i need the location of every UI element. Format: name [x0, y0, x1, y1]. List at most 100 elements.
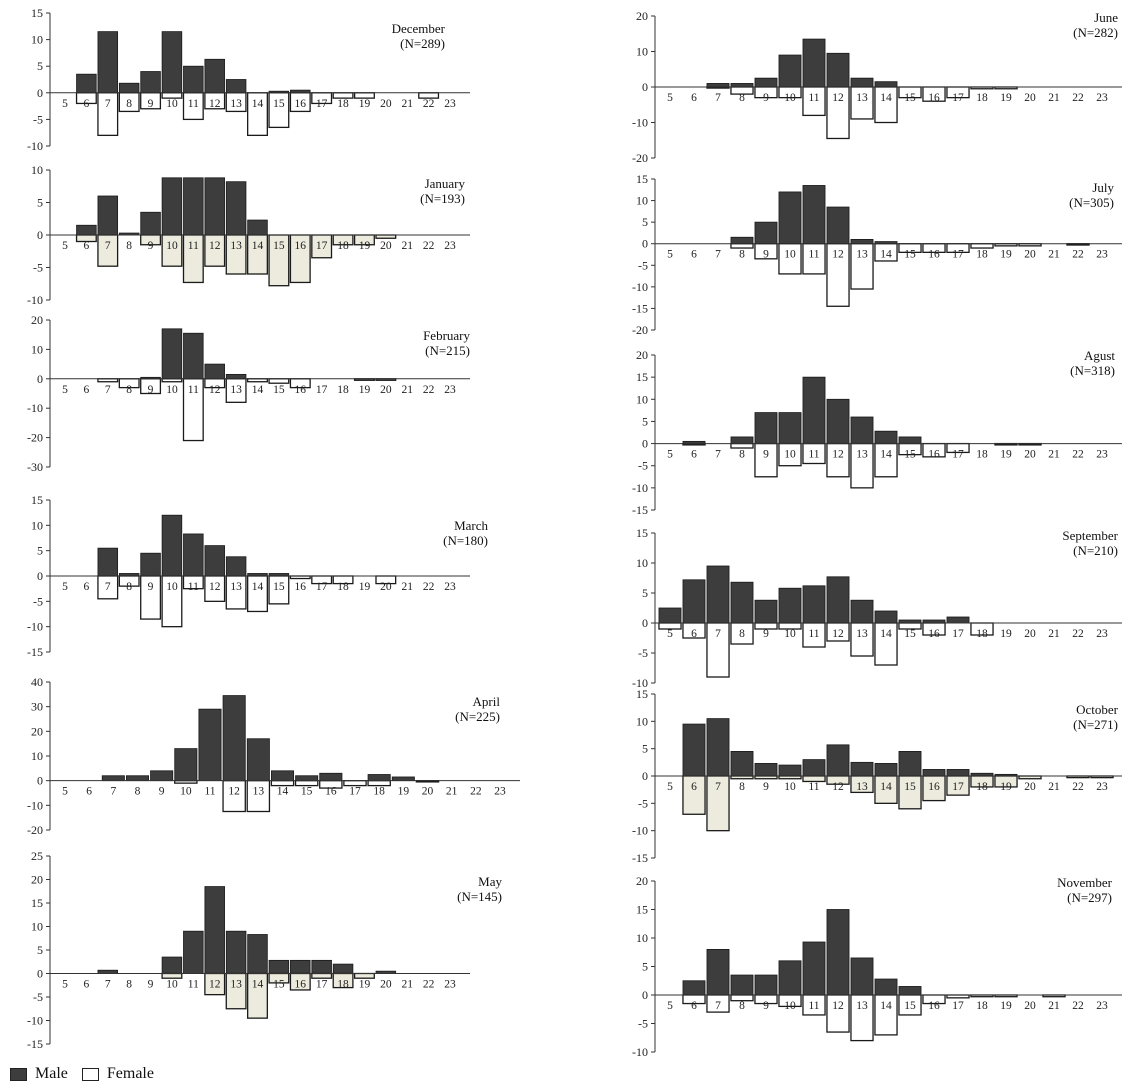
x-tick-label: 8	[739, 249, 745, 261]
y-tick-label: 5	[642, 586, 648, 600]
panel-n-label: (N=180)	[443, 533, 488, 548]
x-tick-label: 23	[444, 581, 456, 593]
x-tick-label: 10	[784, 1000, 796, 1012]
y-tick-label: -10	[27, 293, 43, 307]
y-tick-label: 0	[37, 228, 43, 242]
x-tick-label: 9	[148, 384, 154, 396]
x-tick-label: 23	[444, 979, 456, 991]
y-tick-label: 30	[31, 700, 43, 714]
x-tick-label: 10	[166, 384, 178, 396]
male-bar	[826, 576, 850, 624]
male-bar	[874, 763, 898, 777]
x-tick-label: 12	[209, 979, 221, 991]
x-tick-label: 20	[380, 98, 392, 110]
x-tick-label: 6	[691, 1000, 697, 1012]
x-tick-label: 21	[1048, 92, 1060, 104]
x-tick-label: 13	[230, 979, 242, 991]
male-bar	[754, 221, 778, 245]
x-tick-label: 7	[715, 449, 721, 461]
x-tick-label: 19	[359, 384, 371, 396]
male-bar	[922, 769, 946, 777]
panel-title: October	[1076, 702, 1119, 717]
x-tick-label: 14	[880, 249, 892, 261]
x-tick-label: 23	[444, 384, 456, 396]
y-tick-label: -30	[27, 460, 43, 474]
y-tick-label: -10	[632, 280, 648, 294]
panel-title: February	[423, 328, 470, 343]
x-tick-label: 10	[166, 581, 178, 593]
x-tick-label: 13	[856, 628, 868, 640]
x-tick-label: 12	[209, 384, 221, 396]
x-tick-label: 18	[976, 92, 988, 104]
y-tick-label: -15	[632, 503, 648, 517]
x-tick-label: 19	[359, 581, 371, 593]
x-tick-label: 7	[105, 384, 111, 396]
male-bar	[706, 949, 730, 996]
x-tick-label: 22	[1072, 92, 1084, 104]
x-tick-label: 6	[84, 240, 90, 252]
x-tick-label: 13	[253, 786, 265, 798]
y-tick-label: 10	[31, 33, 43, 47]
male-bar	[730, 974, 754, 996]
x-tick-label: 23	[1096, 1000, 1108, 1012]
panel-n-label: (N=289)	[400, 36, 445, 51]
x-tick-label: 8	[739, 1000, 745, 1012]
x-tick-label: 14	[252, 581, 264, 593]
x-tick-label: 19	[1000, 249, 1012, 261]
x-tick-label: 5	[667, 781, 673, 793]
panel-title: September	[1062, 528, 1118, 543]
x-tick-label: 14	[880, 628, 892, 640]
panel-n-label: (N=271)	[1073, 717, 1118, 732]
x-tick-label: 18	[337, 98, 349, 110]
y-tick-label: 0	[642, 988, 648, 1002]
male-bar	[754, 974, 778, 996]
x-tick-label: 19	[1000, 1000, 1012, 1012]
x-tick-label: 17	[952, 249, 964, 261]
x-tick-label: 20	[380, 581, 392, 593]
x-tick-label: 22	[423, 98, 435, 110]
x-tick-label: 22	[470, 786, 482, 798]
male-bar	[898, 986, 922, 996]
panel-n-label: (N=225)	[455, 709, 500, 724]
male-bar	[850, 77, 874, 88]
panel-title: November	[1057, 875, 1113, 890]
legend: Male Female	[10, 1064, 168, 1084]
y-tick-label: 15	[31, 896, 43, 910]
x-tick-label: 18	[373, 786, 385, 798]
x-tick-label: 6	[691, 92, 697, 104]
x-tick-label: 13	[856, 781, 868, 793]
x-tick-label: 23	[444, 240, 456, 252]
x-tick-label: 13	[230, 384, 242, 396]
x-tick-label: 7	[715, 781, 721, 793]
male-bar	[658, 607, 682, 624]
male-bar	[183, 65, 204, 94]
male-bar	[802, 759, 826, 777]
chart-panel-may: 25 20 15 10 5 0 -5 -10 -15 5 6 7 8 9 10 11 12 13 14 15 16 17 1…	[27, 849, 502, 1051]
x-tick-label: 19	[359, 979, 371, 991]
x-tick-label: 11	[188, 384, 199, 396]
x-tick-label: 18	[976, 781, 988, 793]
male-bar	[754, 412, 778, 444]
y-tick-label: -5	[638, 459, 648, 473]
y-tick-label: 20	[31, 313, 43, 327]
y-tick-label: -10	[27, 139, 43, 153]
chart-panel-september: 15 10 5 0 -5 -10 5 6 7 8 9 10 11 12 13 14 15 16 17 18 19 20 21…	[632, 526, 1122, 690]
chart-panel-june: 20 10 0 -10 -20 5 6 7 8 9 10 11 12 13 14 15 16 17 18 19 20 21…	[632, 9, 1122, 165]
male-bar	[161, 514, 183, 577]
y-tick-label: 15	[31, 6, 43, 20]
x-tick-label: 16	[928, 449, 940, 461]
x-tick-label: 17	[316, 240, 328, 252]
x-tick-label: 11	[204, 786, 215, 798]
x-tick-label: 18	[976, 1000, 988, 1012]
male-bar	[247, 219, 268, 236]
x-tick-label: 19	[359, 240, 371, 252]
x-tick-label: 21	[401, 384, 413, 396]
male-swatch	[10, 1067, 27, 1081]
y-tick-label: -10	[632, 481, 648, 495]
female-bar	[353, 972, 375, 979]
x-tick-label: 12	[832, 781, 844, 793]
male-bar	[332, 963, 354, 974]
male-bar	[754, 599, 778, 624]
y-tick-label: 10	[31, 342, 43, 356]
x-tick-label: 21	[1048, 781, 1060, 793]
